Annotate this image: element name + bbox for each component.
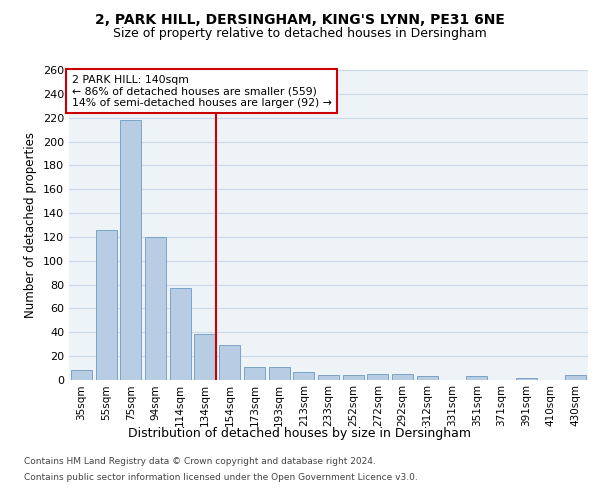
Bar — [95, 230, 116, 380]
Bar — [318, 375, 339, 380]
Bar — [293, 372, 314, 380]
Bar — [145, 237, 166, 380]
Y-axis label: Number of detached properties: Number of detached properties — [25, 132, 37, 318]
Bar — [367, 374, 388, 380]
Text: Size of property relative to detached houses in Dersingham: Size of property relative to detached ho… — [113, 28, 487, 40]
Text: Contains HM Land Registry data © Crown copyright and database right 2024.: Contains HM Land Registry data © Crown c… — [24, 458, 376, 466]
Text: 2 PARK HILL: 140sqm
← 86% of detached houses are smaller (559)
14% of semi-detac: 2 PARK HILL: 140sqm ← 86% of detached ho… — [71, 74, 331, 108]
Bar — [170, 288, 191, 380]
Bar — [269, 367, 290, 380]
Text: 2, PARK HILL, DERSINGHAM, KING'S LYNN, PE31 6NE: 2, PARK HILL, DERSINGHAM, KING'S LYNN, P… — [95, 12, 505, 26]
Bar — [71, 370, 92, 380]
Bar — [466, 376, 487, 380]
Bar — [194, 334, 215, 380]
Text: Distribution of detached houses by size in Dersingham: Distribution of detached houses by size … — [128, 428, 472, 440]
Bar — [516, 378, 537, 380]
Text: Contains public sector information licensed under the Open Government Licence v3: Contains public sector information licen… — [24, 472, 418, 482]
Bar — [219, 346, 240, 380]
Bar — [392, 374, 413, 380]
Bar — [417, 376, 438, 380]
Bar — [120, 120, 141, 380]
Bar — [343, 375, 364, 380]
Bar — [565, 375, 586, 380]
Bar — [244, 367, 265, 380]
